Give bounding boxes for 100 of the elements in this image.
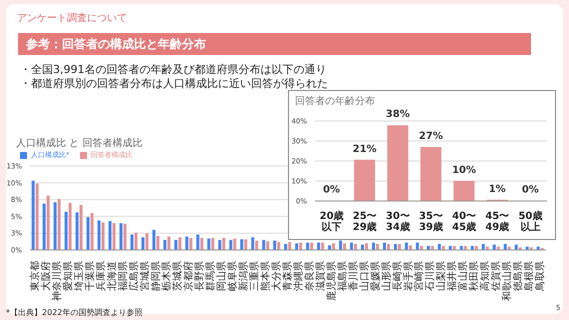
- bar: [229, 240, 232, 250]
- bar: [58, 198, 61, 250]
- x-tick-label: 千葉県: [84, 261, 96, 291]
- x-tick-label: 京都府: [182, 261, 195, 291]
- bar: [404, 242, 408, 250]
- x-tick-label: 青森県: [282, 261, 294, 291]
- bar: [251, 237, 254, 250]
- x-tick-label: 沖縄県: [292, 261, 304, 291]
- bar: [496, 246, 500, 250]
- x-tick-label: 大分県: [270, 261, 283, 291]
- bar: [321, 242, 324, 250]
- bar: [32, 180, 35, 250]
- bar: [416, 242, 419, 250]
- bar: [350, 242, 354, 250]
- x-tick-label: 和歌山県: [501, 261, 514, 301]
- text: ・都道府県別の回答者分布は人口構成比に近い回答が得られた: [20, 76, 328, 91]
- x-tick-label: 石川県: [424, 261, 436, 291]
- bar: [174, 240, 178, 250]
- x-tick-label: 35〜39歳: [419, 211, 443, 233]
- x-tick-label: 埼玉県: [72, 261, 85, 292]
- x-tick-label: 愛知県: [62, 261, 74, 291]
- bar: [482, 244, 485, 250]
- bar: [163, 240, 166, 250]
- text: アンケート調査について: [17, 12, 127, 25]
- bar: [438, 244, 441, 250]
- bar: [514, 244, 518, 250]
- x-tick-label: 富山県: [457, 261, 470, 291]
- bar: [233, 238, 236, 250]
- bar: [207, 238, 210, 250]
- bar: [420, 147, 442, 201]
- x-tick-label: 兵庫県: [94, 261, 107, 291]
- bar: [134, 232, 138, 250]
- bar: [288, 242, 292, 250]
- bar: [222, 238, 226, 250]
- bar: [299, 242, 302, 250]
- x-tick-label: 香川県: [347, 261, 360, 291]
- x-tick-label: 静岡県: [150, 261, 162, 291]
- bar: [339, 240, 342, 250]
- x-tick-label: 高知県: [479, 261, 492, 291]
- bar: [240, 239, 244, 250]
- bar: [536, 246, 540, 250]
- x-tick-label: 25〜29歳: [352, 211, 377, 233]
- x-tick-label: 岩手県: [402, 261, 414, 291]
- x-tick-label: 島根県: [523, 261, 536, 291]
- x-tick-label: 栃木県: [160, 261, 173, 291]
- bar: [46, 196, 50, 250]
- bar: [277, 242, 280, 250]
- bar: [398, 244, 401, 250]
- x-tick-label: 大阪府: [40, 261, 52, 291]
- x-tick-label: 宮崎県: [413, 261, 426, 291]
- data-label: 21%: [352, 144, 377, 155]
- bar: [152, 230, 156, 250]
- bar: [36, 183, 39, 250]
- x-tick-label: 三重県: [248, 261, 261, 291]
- x-tick-label: 秋田県: [468, 261, 480, 291]
- data-label: 0%: [322, 184, 340, 196]
- bar: [372, 242, 375, 250]
- x-tick-label: 山口県: [358, 261, 370, 291]
- bar: [273, 240, 276, 250]
- bar: [255, 240, 258, 250]
- bar: [310, 242, 314, 250]
- x-tick-label: 茨城県: [172, 261, 184, 291]
- bar: [196, 234, 200, 250]
- x-tick-label: 奈良県: [303, 261, 316, 291]
- x-tick-label: 福岡県: [116, 261, 129, 291]
- x-tick-label: 佐賀県: [490, 261, 502, 291]
- x-tick-label: 45〜49歳: [485, 211, 510, 233]
- bar: [86, 217, 90, 250]
- x-tick-label: 福井県: [446, 261, 458, 291]
- bar: [167, 236, 170, 250]
- data-label: 10%: [452, 165, 476, 176]
- x-tick-label: 北海道: [106, 261, 118, 291]
- text: 参考：回答者の構成比と年齢分布: [18, 33, 531, 55]
- bar: [123, 224, 126, 250]
- bar: [244, 239, 248, 250]
- data-label: 27%: [418, 131, 443, 142]
- x-tick-label: 鳥取県: [534, 261, 546, 292]
- x-tick-label: 40〜45歳: [452, 211, 476, 233]
- bar: [361, 244, 364, 250]
- bar: [386, 244, 390, 250]
- x-tick-label: 山形県: [380, 261, 392, 291]
- x-tick-label: 福島県: [336, 261, 348, 291]
- x-tick-label: 東京都: [28, 261, 41, 291]
- bar: [284, 244, 288, 250]
- chart-title: 人口構成比 と 回答者構成比: [16, 136, 142, 150]
- bar: [54, 202, 57, 250]
- bar: [108, 221, 112, 250]
- x-tick-label: 岡山県: [216, 261, 228, 291]
- bar: [382, 242, 386, 250]
- x-tick-label: 50歳以上: [518, 210, 542, 233]
- bar: [64, 212, 68, 250]
- x-tick-label: 宮城県: [138, 261, 151, 291]
- bar: [112, 223, 116, 250]
- bar: [76, 212, 79, 250]
- data-label: 38%: [386, 109, 410, 120]
- bar: [266, 241, 270, 250]
- x-tick-label: 長崎県: [391, 261, 404, 291]
- bar: [486, 246, 489, 250]
- x-tick-label: 山梨県: [435, 261, 448, 291]
- x-tick-label: 広島県: [128, 261, 140, 291]
